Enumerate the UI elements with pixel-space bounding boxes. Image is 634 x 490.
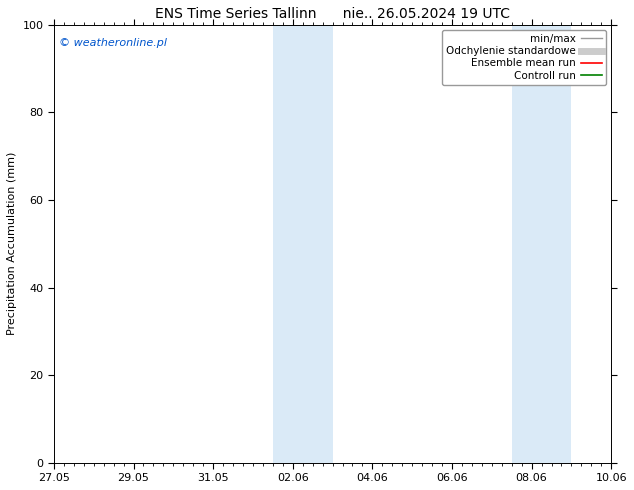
Title: ENS Time Series Tallinn      nie.. 26.05.2024 19 UTC: ENS Time Series Tallinn nie.. 26.05.2024… bbox=[155, 7, 510, 21]
Y-axis label: Precipitation Accumulation (mm): Precipitation Accumulation (mm) bbox=[7, 152, 17, 336]
Legend: min/max, Odchylenie standardowe, Ensemble mean run, Controll run: min/max, Odchylenie standardowe, Ensembl… bbox=[442, 30, 606, 85]
Bar bbox=[273, 25, 333, 463]
Text: © weatheronline.pl: © weatheronline.pl bbox=[60, 38, 167, 48]
Bar bbox=[512, 25, 571, 463]
